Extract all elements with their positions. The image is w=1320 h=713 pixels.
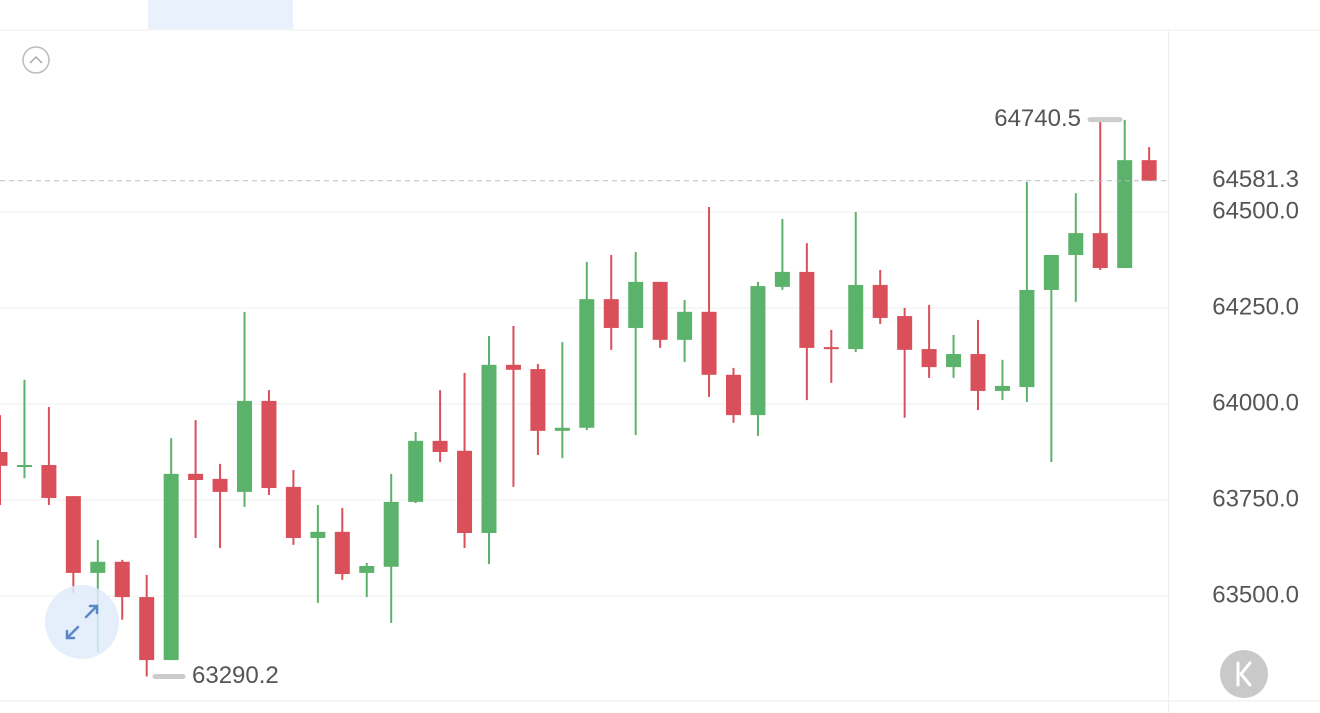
candle-body bbox=[946, 354, 962, 368]
expand-arrows bbox=[65, 604, 99, 640]
max-label: 64740.5 bbox=[994, 105, 1081, 132]
candle-body bbox=[408, 440, 424, 502]
y-tick-label: 64500.0 bbox=[1212, 197, 1299, 224]
last-price-label: 64581.3 bbox=[1212, 166, 1299, 193]
candle-body bbox=[970, 354, 986, 391]
candle-body bbox=[505, 364, 521, 370]
candle-body bbox=[603, 299, 619, 328]
candle-body bbox=[530, 369, 546, 431]
reset-icon bbox=[1236, 661, 1252, 687]
candle-body bbox=[261, 400, 277, 489]
candle-body bbox=[163, 473, 179, 661]
candle-body bbox=[921, 349, 937, 368]
candle-body bbox=[1019, 289, 1035, 388]
y-tick-label: 63500.0 bbox=[1212, 581, 1299, 608]
candle-body bbox=[774, 271, 790, 287]
candle-body bbox=[383, 501, 399, 567]
collapse-chevron bbox=[29, 55, 43, 64]
candle-body bbox=[0, 451, 8, 466]
candle-body bbox=[432, 440, 448, 452]
candle-body bbox=[554, 427, 570, 431]
y-tick-label: 64250.0 bbox=[1212, 293, 1299, 320]
candle-body bbox=[897, 316, 913, 350]
candle-body bbox=[65, 496, 81, 573]
expand-button[interactable] bbox=[45, 585, 119, 659]
candle-body bbox=[114, 561, 130, 598]
min-label: 63290.2 bbox=[192, 662, 279, 689]
candle-body bbox=[628, 281, 644, 328]
candle-body bbox=[41, 465, 57, 499]
candle-body bbox=[1092, 233, 1108, 269]
candle-body bbox=[1141, 160, 1157, 181]
candle-body bbox=[823, 347, 839, 350]
candle-body bbox=[579, 299, 595, 428]
candle-body bbox=[848, 284, 864, 350]
expand-circle bbox=[45, 585, 119, 659]
collapse-circle bbox=[22, 46, 50, 74]
candle-body bbox=[726, 374, 741, 416]
candle-body bbox=[457, 450, 473, 533]
reset-button[interactable] bbox=[1220, 650, 1268, 698]
candle-body bbox=[701, 311, 717, 375]
collapse-button[interactable] bbox=[22, 46, 50, 74]
candle-body bbox=[310, 531, 326, 538]
candle-body bbox=[188, 473, 204, 480]
candle-body bbox=[334, 531, 350, 575]
candle-body bbox=[16, 465, 32, 468]
candle-body bbox=[237, 400, 252, 492]
candle-body bbox=[1117, 160, 1133, 269]
y-tick-label: 64000.0 bbox=[1212, 389, 1299, 416]
candle-body bbox=[212, 478, 228, 492]
candle-body bbox=[652, 281, 668, 340]
candle-body bbox=[750, 286, 766, 416]
candle-body bbox=[481, 364, 497, 533]
candle-body bbox=[994, 385, 1010, 391]
candle-body bbox=[90, 561, 106, 573]
candle-body bbox=[285, 486, 301, 538]
active-tab[interactable] bbox=[148, 0, 293, 29]
candle-body bbox=[1068, 233, 1084, 255]
candle-body bbox=[677, 311, 693, 340]
candle-body bbox=[872, 284, 888, 318]
candle-body bbox=[1043, 254, 1059, 290]
candle-body bbox=[359, 566, 375, 573]
reset-circle bbox=[1220, 650, 1268, 698]
y-tick-label: 63750.0 bbox=[1212, 485, 1299, 512]
candle-body bbox=[139, 597, 155, 661]
candle-body bbox=[799, 271, 815, 348]
